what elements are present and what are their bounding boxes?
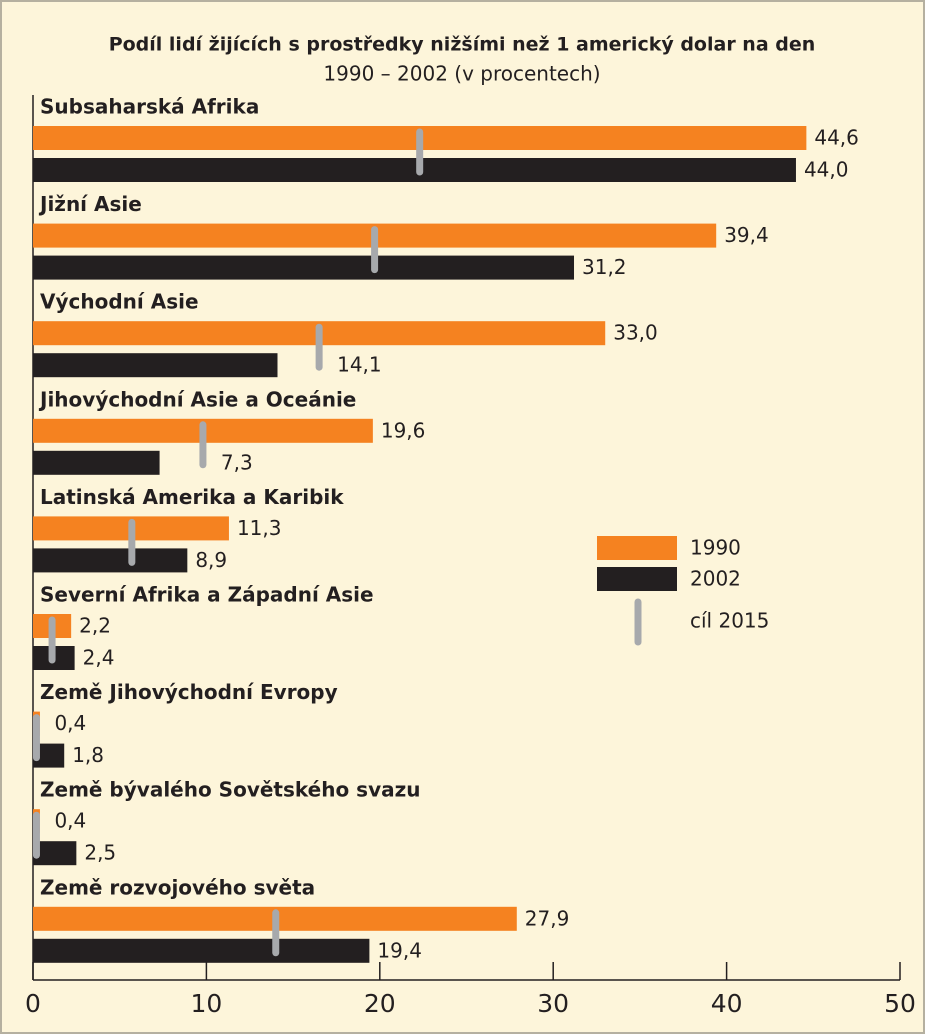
value-label: 33,0 xyxy=(613,321,658,345)
category-label: Jižní Asie xyxy=(38,192,142,216)
value-label: 44,6 xyxy=(814,126,859,150)
bar xyxy=(33,158,796,182)
bar xyxy=(33,841,77,866)
category-label: Východní Asie xyxy=(40,290,199,314)
value-label: 14,1 xyxy=(337,353,382,377)
value-label: 19,4 xyxy=(377,938,422,962)
legend-swatch xyxy=(597,567,677,591)
bar xyxy=(33,938,370,963)
x-tick-label: 0 xyxy=(25,989,41,1018)
category-label: Země Jihovýchodní Evropy xyxy=(40,680,338,704)
value-label: 27,9 xyxy=(525,906,570,930)
value-label: 0,4 xyxy=(54,711,86,735)
x-tick-label: 40 xyxy=(711,989,743,1018)
value-label: 2,2 xyxy=(79,614,111,638)
value-label: 39,4 xyxy=(724,223,769,247)
value-label: 19,6 xyxy=(381,418,426,442)
value-label: 31,2 xyxy=(582,255,627,279)
x-tick-label: 30 xyxy=(537,989,569,1018)
category-label: Jihovýchodní Asie a Oceánie xyxy=(38,387,356,411)
legend-swatch xyxy=(597,536,677,560)
category-label: Subsaharská Afrika xyxy=(40,95,259,119)
value-label: 2,5 xyxy=(84,841,116,865)
chart-subtitle: 1990 – 2002 (v procentech) xyxy=(323,62,600,86)
chart-title: Podíl lidí žijících s prostředky nižšími… xyxy=(109,34,816,56)
legend-label: cíl 2015 xyxy=(690,609,769,633)
value-label: 2,4 xyxy=(83,646,115,670)
bar xyxy=(33,353,278,378)
bar xyxy=(33,255,575,280)
value-label: 1,8 xyxy=(72,743,104,767)
x-tick-label: 10 xyxy=(190,989,222,1018)
bar xyxy=(33,450,160,475)
x-tick-label: 50 xyxy=(884,989,916,1018)
category-label: Severní Afrika a Západní Asie xyxy=(40,583,374,607)
value-label: 44,0 xyxy=(804,158,849,182)
value-label: 11,3 xyxy=(237,516,282,540)
value-label: 8,9 xyxy=(195,548,227,572)
category-label: Země bývalého Sovětského svazu xyxy=(40,778,420,802)
value-label: 7,3 xyxy=(221,450,253,474)
legend-label: 1990 xyxy=(690,536,741,560)
category-label: Země rozvojového světa xyxy=(40,875,315,899)
x-tick-label: 20 xyxy=(364,989,396,1018)
value-label: 0,4 xyxy=(54,809,86,833)
legend-label: 2002 xyxy=(690,567,741,591)
category-label: Latinská Amerika a Karibik xyxy=(40,485,344,509)
bar xyxy=(33,548,188,573)
